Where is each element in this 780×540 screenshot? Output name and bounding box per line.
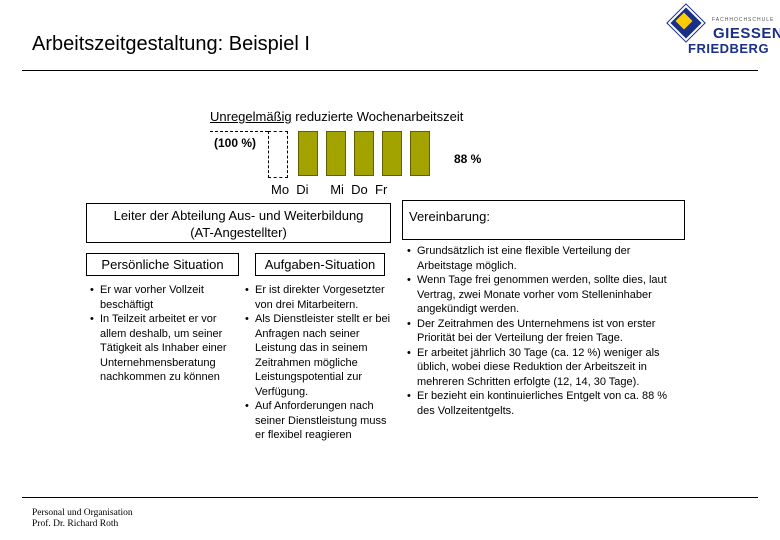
list-item: Grundsätzlich ist eine flexible Verteilu…: [407, 244, 682, 273]
list-item: Wenn Tage frei genommen werden, sollte d…: [407, 273, 682, 317]
heading-rest: reduzierte Wochenarbeitszeit: [291, 109, 464, 124]
leiter-box: Leiter der Abteilung Aus- und Weiterbild…: [86, 203, 391, 243]
vereinbarung-box: Vereinbarung:: [402, 200, 685, 240]
university-logo: FACHHOCHSCHULE GIESSEN FRIEDBERG: [667, 4, 780, 60]
logo-small-text: FACHHOCHSCHULE: [712, 17, 775, 23]
list-item: Er war vorher Vollzeit beschäftigt: [90, 283, 240, 312]
day-bar-di: [326, 131, 346, 176]
leiter-line2: (AT-Angestellter): [190, 225, 287, 240]
list-item: Der Zeitrahmen des Unternehmens ist von …: [407, 317, 682, 346]
persoenliche-situation-box: Persönliche Situation: [86, 253, 239, 276]
free-day-dashed-box: [268, 131, 288, 178]
logo-giessen: GIESSEN: [713, 25, 780, 42]
day-bar-do: [382, 131, 402, 176]
leiter-line1: Leiter der Abteilung Aus- und Weiterbild…: [113, 208, 364, 223]
heading-underlined: Unregelmäßig: [210, 109, 292, 124]
vereinbarung-list: Grundsätzlich ist eine flexible Verteilu…: [407, 244, 682, 418]
day-bar-mo: [298, 131, 318, 176]
slide-title: Arbeitszeitgestaltung: Beispiel I: [32, 33, 310, 55]
label-100-percent: (100 %): [214, 136, 257, 150]
day-bar-fr: [410, 131, 430, 176]
day-bar-mi: [354, 131, 374, 176]
list-item: Er arbeitet jährlich 30 Tage (ca. 12 %) …: [407, 346, 682, 390]
footer-line2: Prof. Dr. Richard Roth: [32, 519, 119, 529]
aufgaben-list: Er ist direkter Vorgesetzter von drei Mi…: [245, 283, 395, 443]
list-item: Auf Anforderungen nach seiner Dienstleis…: [245, 399, 395, 443]
diagram-heading: Unregelmäßig reduzierte Wochenarbeitszei…: [210, 109, 463, 124]
list-item: In Teilzeit arbeitet er vor allem deshal…: [90, 312, 240, 385]
list-item: Als Dienstleister stellt er bei Anfragen…: [245, 312, 395, 399]
list-item: Er ist direkter Vorgesetzter von drei Mi…: [245, 283, 395, 312]
aufgaben-situation-box: Aufgaben-Situation: [255, 253, 385, 276]
persoenlich-list: Er war vorher Vollzeit beschäftigt In Te…: [90, 283, 240, 385]
top-divider: [22, 70, 758, 71]
footer-line1: Personal und Organisation: [32, 508, 133, 518]
footer: Personal und Organisation Prof. Dr. Rich…: [32, 508, 133, 530]
list-item: Er bezieht ein kontinuierliches Entgelt …: [407, 389, 682, 418]
bottom-divider: [22, 497, 758, 498]
weekday-labels: Mo Di Mi Do Fr: [271, 182, 388, 197]
logo-friedberg: FRIEDBERG: [688, 41, 770, 56]
label-88-percent: 88 %: [454, 152, 482, 166]
dashed-reference-line: [210, 131, 268, 132]
